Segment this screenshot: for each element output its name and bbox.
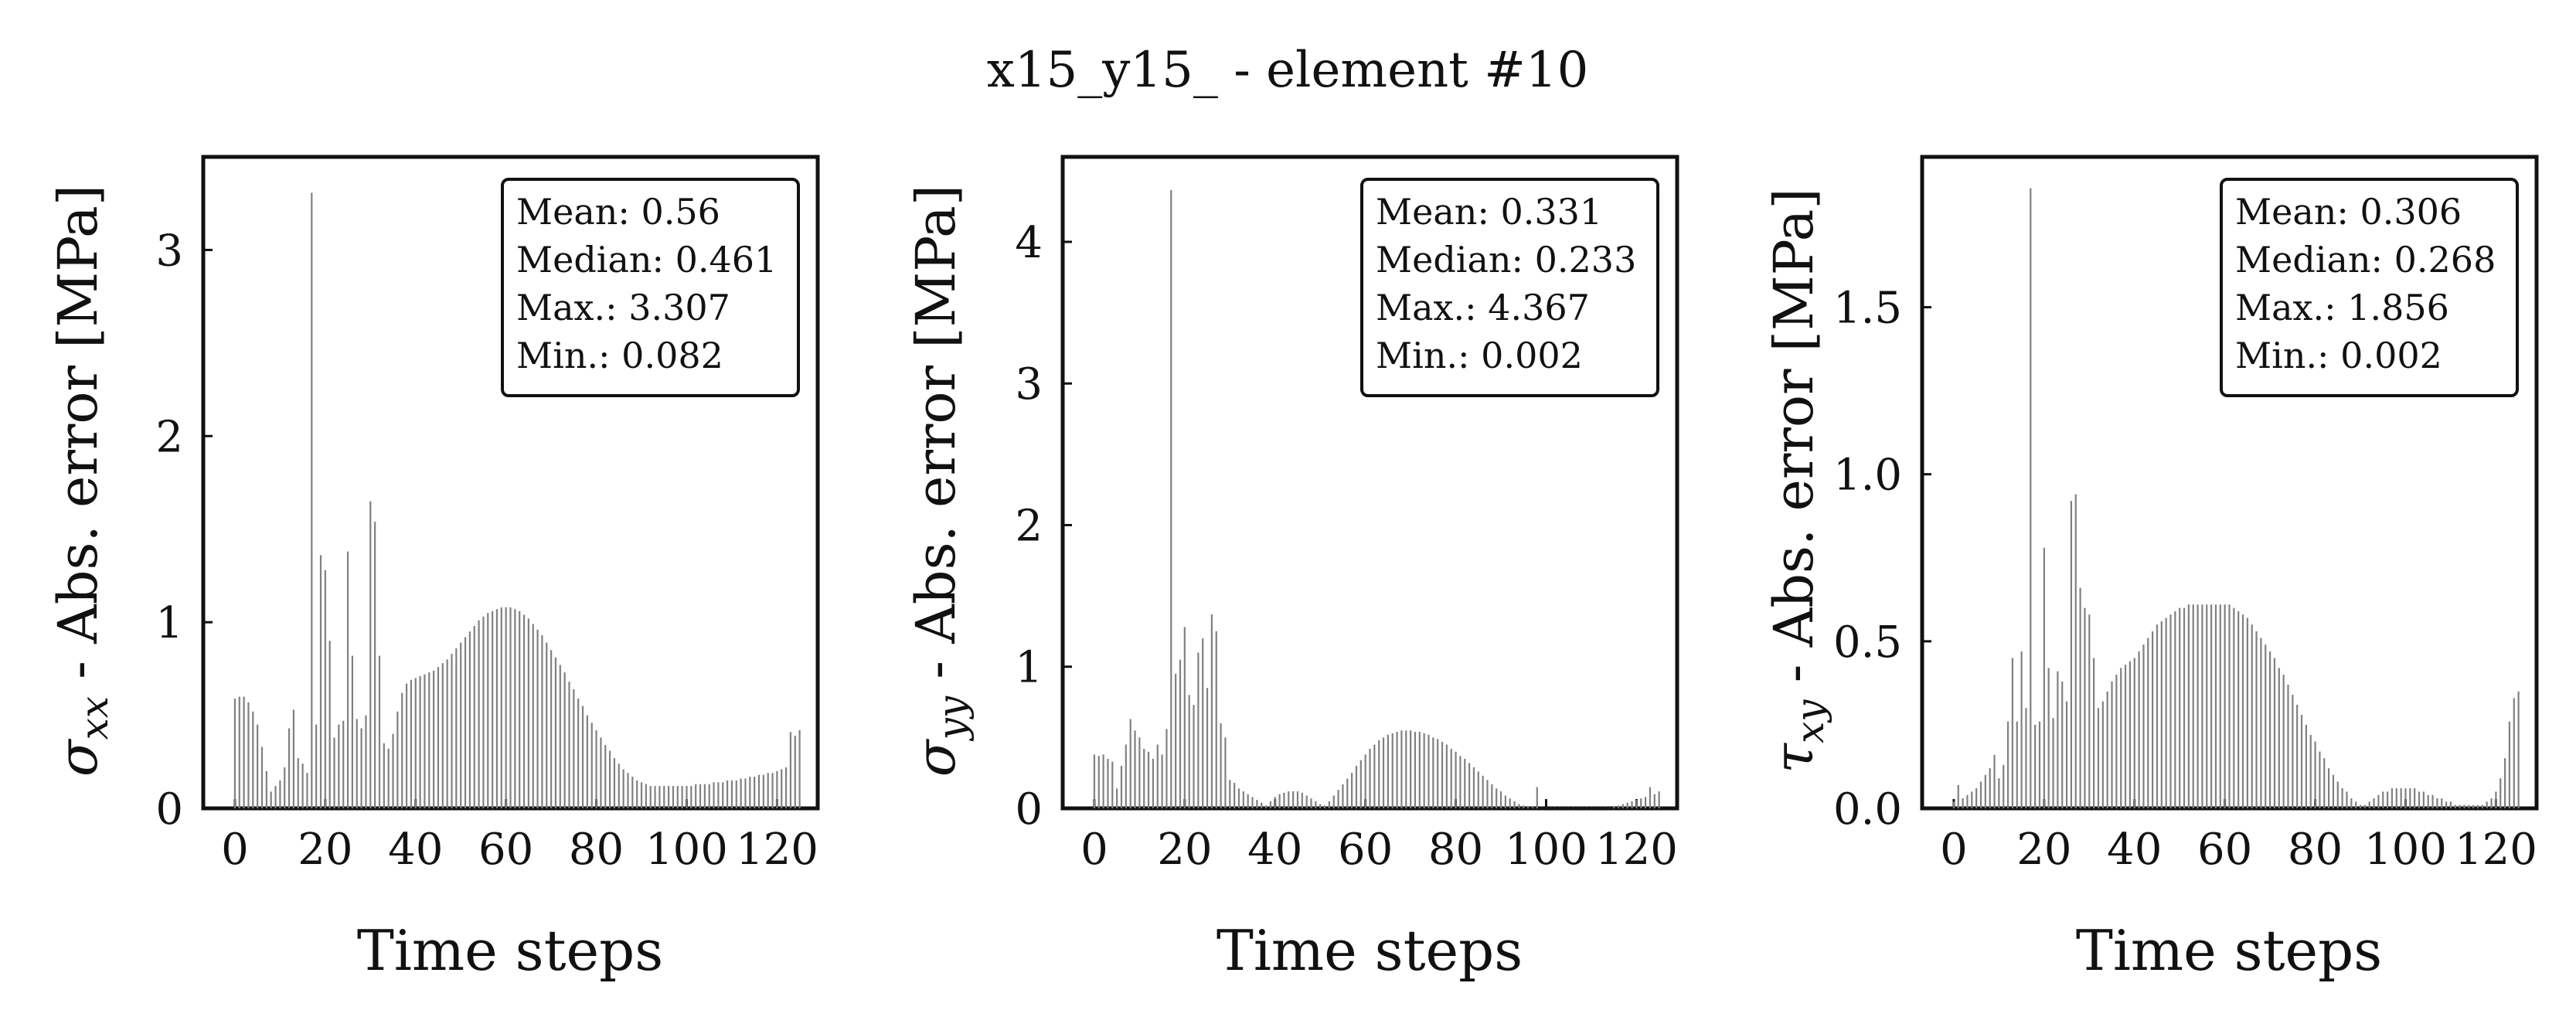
y-axis-label: σxx - Abs. error [MPa] bbox=[46, 185, 117, 777]
x-tick-label: 120 bbox=[1595, 825, 1678, 875]
stat-mean: Mean: 0.331 bbox=[1376, 191, 1602, 233]
y-tick-label: 1.5 bbox=[1833, 284, 1902, 334]
x-tick-label: 120 bbox=[2455, 825, 2537, 875]
x-tick-label: 120 bbox=[736, 825, 818, 875]
y-axis-label: τxy - Abs. error [MPa] bbox=[1762, 188, 1832, 773]
axis-ticks: 0 20 40 60 80 100 120 0.0 0.5 1.0 1.5 bbox=[1833, 284, 2537, 875]
x-tick-label: 40 bbox=[2107, 825, 2162, 875]
stat-median: Median: 0.461 bbox=[516, 239, 777, 281]
stat-mean: Mean: 0.306 bbox=[2235, 191, 2462, 233]
y-axis-label-symbol: σ bbox=[904, 738, 968, 777]
x-tick-label: 100 bbox=[2364, 825, 2447, 875]
bars bbox=[1093, 189, 1660, 808]
stats-box: Mean: 0.306 Median: 0.268 Max.: 1.856 Mi… bbox=[2220, 178, 2519, 397]
y-tick-label: 2 bbox=[155, 412, 183, 462]
y-axis-label-subscript: xx bbox=[72, 696, 117, 740]
y-tick-label: 1 bbox=[155, 598, 183, 648]
chart-panel-sigma-xx: σxx - Abs. error [MPa] 0 20 40 60 80 100 120 0 1… bbox=[46, 155, 820, 983]
y-tick-label: 1 bbox=[1015, 643, 1043, 693]
stat-max: Max.: 1.856 bbox=[2235, 287, 2449, 328]
stats-box-frame bbox=[2220, 178, 2519, 397]
stat-mean: Mean: 0.56 bbox=[516, 191, 720, 233]
x-tick-label: 0 bbox=[221, 825, 249, 875]
x-tick-label: 0 bbox=[1940, 825, 1968, 875]
stat-max: Max.: 4.367 bbox=[1376, 287, 1590, 328]
chart-panel-tau-xy: τxy - Abs. error [MPa] 0 20 40 60 80 100 120 0.… bbox=[1762, 155, 2539, 983]
y-tick-label: 0 bbox=[155, 784, 183, 835]
y-axis-label-text: - Abs. error [MPa] bbox=[1762, 188, 1826, 699]
stat-max: Max.: 3.307 bbox=[516, 287, 730, 328]
stats-box: Mean: 0.56 Median: 0.461 Max.: 3.307 Min… bbox=[501, 178, 800, 397]
bars bbox=[1952, 188, 2520, 808]
stat-min: Min.: 0.002 bbox=[2235, 335, 2442, 376]
y-axis-label-symbol: σ bbox=[46, 738, 110, 777]
stat-median: Median: 0.233 bbox=[1376, 239, 1636, 281]
y-tick-label: 0.5 bbox=[1833, 617, 1902, 668]
y-tick-label: 0 bbox=[1015, 784, 1043, 835]
x-tick-label: 20 bbox=[298, 825, 352, 875]
x-tick-label: 60 bbox=[1338, 825, 1393, 875]
stats-box-frame bbox=[1360, 178, 1659, 397]
y-tick-label: 0.0 bbox=[1833, 784, 1902, 835]
x-tick-label: 60 bbox=[2197, 825, 2252, 875]
x-tick-label: 20 bbox=[2016, 825, 2071, 875]
x-tick-label: 100 bbox=[645, 825, 728, 875]
x-tick-label: 0 bbox=[1080, 825, 1108, 875]
x-tick-label: 60 bbox=[478, 825, 533, 875]
figure-title: x15_y15_ - element #10 bbox=[987, 42, 1589, 99]
stats-box-frame bbox=[501, 178, 800, 397]
y-axis-label: σyy - Abs. error [MPa] bbox=[904, 185, 975, 777]
chart-panel-sigma-yy: σyy - Abs. error [MPa] 0 20 40 60 80 100 120 0 1… bbox=[904, 155, 1679, 983]
x-axis-label: Time steps bbox=[2076, 918, 2382, 983]
y-axis-label-symbol: τ bbox=[1762, 743, 1826, 774]
y-tick-label: 4 bbox=[1015, 218, 1043, 268]
x-tick-label: 80 bbox=[1428, 825, 1483, 875]
y-tick-label: 1.0 bbox=[1833, 451, 1902, 501]
x-tick-label: 80 bbox=[569, 825, 624, 875]
x-tick-label: 100 bbox=[1505, 825, 1587, 875]
stat-min: Min.: 0.082 bbox=[516, 335, 723, 376]
x-tick-label: 80 bbox=[2288, 825, 2343, 875]
y-axis-label-text: - Abs. error [MPa] bbox=[46, 185, 110, 696]
x-tick-label: 40 bbox=[1247, 825, 1302, 875]
bars bbox=[233, 192, 801, 808]
y-axis-label-text: - Abs. error [MPa] bbox=[904, 185, 968, 696]
x-axis-label: Time steps bbox=[1217, 918, 1523, 983]
x-axis-label: Time steps bbox=[357, 918, 663, 983]
axis-ticks: 0 20 40 60 80 100 120 0 1 2 3 bbox=[155, 226, 818, 875]
x-tick-label: 20 bbox=[1157, 825, 1212, 875]
y-tick-label: 2 bbox=[1015, 501, 1043, 551]
x-tick-label: 40 bbox=[388, 825, 443, 875]
y-tick-label: 3 bbox=[155, 226, 183, 276]
y-tick-label: 3 bbox=[1015, 359, 1043, 410]
stats-box: Mean: 0.331 Median: 0.233 Max.: 4.367 Mi… bbox=[1360, 178, 1659, 397]
y-axis-label-subscript: xy bbox=[1788, 699, 1832, 743]
axis-ticks: 0 20 40 60 80 100 120 0 1 2 3 4 bbox=[1015, 218, 1677, 875]
stat-min: Min.: 0.002 bbox=[1376, 335, 1583, 376]
y-axis-label-subscript: yy bbox=[930, 696, 975, 741]
stat-median: Median: 0.268 bbox=[2235, 239, 2496, 281]
